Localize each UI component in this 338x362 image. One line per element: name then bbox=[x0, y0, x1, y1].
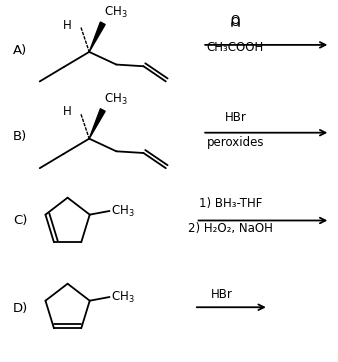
Text: B): B) bbox=[13, 130, 27, 143]
Text: O: O bbox=[231, 14, 240, 27]
Text: H: H bbox=[63, 105, 71, 118]
Text: O: O bbox=[231, 16, 240, 29]
Text: CH$_3$: CH$_3$ bbox=[111, 203, 135, 219]
Polygon shape bbox=[89, 22, 105, 52]
Text: HBr: HBr bbox=[224, 111, 246, 124]
Text: CH$_3$: CH$_3$ bbox=[104, 5, 128, 20]
Text: peroxides: peroxides bbox=[207, 136, 264, 149]
Text: CH₃COOH: CH₃COOH bbox=[207, 41, 264, 54]
Text: A): A) bbox=[13, 44, 27, 57]
Polygon shape bbox=[89, 109, 105, 139]
Text: H: H bbox=[63, 18, 71, 31]
Text: D): D) bbox=[13, 302, 28, 315]
Text: CH$_3$: CH$_3$ bbox=[104, 92, 128, 107]
Text: HBr: HBr bbox=[211, 288, 233, 301]
Text: 1) BH₃-THF: 1) BH₃-THF bbox=[199, 197, 262, 210]
Text: CH$_3$: CH$_3$ bbox=[111, 290, 135, 304]
Text: C): C) bbox=[13, 214, 27, 227]
Text: 2) H₂O₂, NaOH: 2) H₂O₂, NaOH bbox=[188, 222, 273, 235]
